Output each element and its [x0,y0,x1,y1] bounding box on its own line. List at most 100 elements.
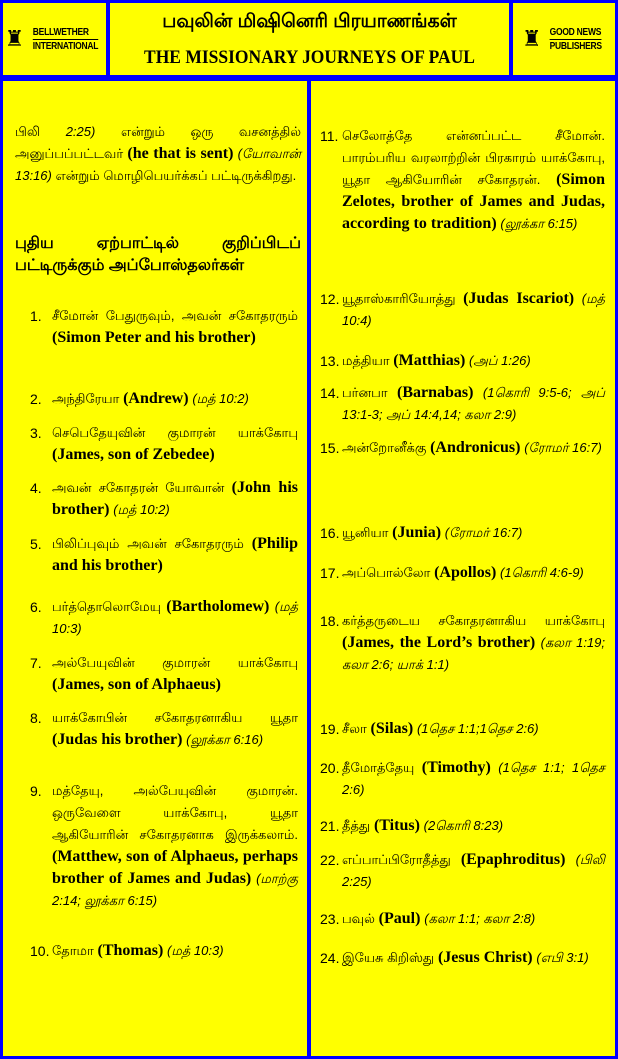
item-english: (Matthew, son of Alphaeus, perhaps broth… [52,848,298,887]
item-number: 7. [30,655,42,671]
item-reference: (மத் 10:4) [342,291,606,328]
list-item: 10. தோமா (Thomas) (மத் 10:3) [30,940,298,962]
item-tamil: பவுல் [342,911,375,926]
item-number: 16. [320,525,340,541]
item-english: (Andrew) [123,390,189,407]
right-column [311,81,615,1056]
item-reference: (1தெச 1:1; 1தெச 2:6) [342,760,606,797]
item-number: 14. [320,385,340,401]
item-english: (James, son of Zebedee) [52,446,215,463]
item-english: (Philip and his brother) [52,535,299,574]
item-number: 21. [320,818,340,834]
item-tamil: அப்பொல்லோ [342,565,431,580]
list-item: 24. இயேசு கிறிஸ்து (Jesus Christ) (எபி 3:… [320,947,605,969]
item-english: (Judas Iscariot) [463,290,575,307]
intro-paragraph: பிலி 2:25) என்றும் ஒரு வசனத்தில் அனுப்பப… [15,124,302,183]
item-english: (Thomas) [97,942,164,959]
item-english: (Jesus Christ) [437,949,533,966]
bell-tower-icon: ♜ [4,26,25,51]
item-reference: (2கொரி 8:23) [423,818,504,833]
item-tamil: மத்தியா [342,353,390,368]
item-reference: (அப் 1:26) [469,353,531,368]
item-tamil: சீமோன் பேதுருவும், அவன் சகோதரரும் [52,308,298,323]
item-reference: (மாற்கு 2:14; லூக்கா 6:15) [52,871,299,908]
title-tamil: பவுலின் மிஷினெரி பிரயாணங்கள் [162,11,457,32]
item-tamil: அல்பேயுவின் குமாரன் யாக்கோபு [52,655,298,670]
item-reference: (ரோமர் 16:7) [444,525,523,540]
item-tamil: யூனியா [342,525,389,540]
item-english: (John his brother) [52,479,298,518]
item-tamil: கர்த்தருடைய சகோதரனாகிய யாக்கோபு [342,613,605,628]
item-english: (Apollos) [434,564,497,581]
item-reference: (லூக்கா 6:15) [500,216,578,231]
item-reference: (கலா 1:19; கலா 2:6; யாக் 1:1) [342,635,606,672]
item-english: (Silas) [370,720,414,737]
item-number: 2. [30,391,42,407]
item-number: 6. [30,599,42,615]
list-item: 19. சீலா (Silas) (1தெச 1:1;1தெச 2:6) [320,718,605,740]
logo-line2: PUBLISHERS [549,40,602,52]
item-reference: (ரோமர் 16:7) [524,440,602,455]
item-tamil: தீத்து [342,818,371,833]
item-english: (Simon Zelotes, brother of James and Jud… [342,171,605,232]
title-panel: பவுலின் மிஷினெரி பிரயாணங்கள் THE MISSION… [110,3,509,75]
list-item: 5. பிலிப்புவும் அவன் சகோதரரும் (Philip an… [30,533,298,577]
item-reference: (லூக்கா 6:16) [186,732,264,747]
list-item: 9. மத்தேயு, அல்பேயுவின் குமாரன். ஒருவேளை … [30,780,298,912]
list-item: 22. எப்பாப்பிரோதீத்து (Epaphroditus) (பில… [320,849,605,893]
item-english: (Simon Peter and his brother) [52,329,256,346]
item-english: (Andronicus) [430,439,521,456]
item-tamil: அன்றோனீக்கு [342,440,427,455]
item-number: 23. [320,911,340,927]
list-item: 12. யூதாஸ்காரியோத்து (Judas Iscariot) (மத… [320,288,605,332]
list-item: 16. யூனியா (Junia) (ரோமர் 16:7) [320,522,605,544]
item-english: (Titus) [373,817,420,834]
item-number: 5. [30,536,42,552]
item-tamil: இயேசு கிறிஸ்து [342,950,435,965]
item-number: 9. [30,783,42,799]
item-reference: (1கொரி 9:5-6; அப் 13:1-3; அப் 14:4,14; க… [342,385,606,422]
item-tamil: சீலா [342,721,367,736]
item-number: 17. [320,565,340,581]
item-number: 1. [30,308,42,324]
list-item: 20. தீமோத்தேயு (Timothy) (1தெச 1:1; 1தெச … [320,757,605,801]
left-column: பிலி 2:25) என்றும் ஒரு வசனத்தில் அனுப்பப… [3,81,307,1056]
item-reference: (மத் 10:2) [192,391,249,406]
item-number: 22. [320,852,340,868]
list-item: 4. அவன் சகோதரன் யோவான் (John his brother)… [30,477,298,521]
list-item: 17. அப்பொல்லோ (Apollos) (1கொரி 4:6-9) [320,562,605,584]
item-english: (Barnabas) [397,384,474,401]
item-tamil: பர்த்தொலொமேயு [52,599,161,614]
item-reference: (1தெச 1:1;1தெச 2:6) [416,721,539,736]
item-tamil: அந்திரேயா [52,391,120,406]
item-english: (Bartholomew) [166,598,270,615]
item-english: (Judas his brother) [52,731,183,748]
item-reference: (பிலி 2:25) [342,852,605,889]
item-number: 18. [320,613,340,629]
item-tamil: செலோத்தே என்னப்பட்ட சீமோன். பாரம்பரிய வர… [342,128,605,187]
title-english: THE MISSIONARY JOURNEYS OF PAUL [144,47,475,68]
item-reference: (மத் 10:3) [52,599,298,636]
list-item: 8. யாக்கோபின் சகோதரனாகிய யூதா (Judas his … [30,707,298,751]
list-item: 15. அன்றோனீக்கு (Andronicus) (ரோமர் 16:7) [320,437,605,459]
item-tamil: மத்தேயு, அல்பேயுவின் குமாரன். ஒருவேளை யா… [52,783,298,842]
item-number: 3. [30,425,42,441]
item-tamil: யாக்கோபின் சகோதரனாகிய யூதா [52,710,298,725]
list-item: 6. பர்த்தொலொமேயு (Bartholomew) (மத் 10:3) [30,596,298,640]
item-number: 24. [320,950,340,966]
list-item: 7. அல்பேயுவின் குமாரன் யாக்கோபு (James, s… [30,652,298,696]
item-tamil: எப்பாப்பிரோதீத்து [342,852,451,867]
item-tamil: தோமா [52,943,94,958]
item-english: (James, the Lord’s brother) [342,634,536,651]
item-reference: (மத் 10:2) [113,502,170,517]
list-item: 23. பவுல் (Paul) (கலா 1:1; கலா 2:8) [320,908,605,930]
bellwether-logo: ♜ BELLWETHER INTERNATIONAL [3,3,106,75]
item-english: (Paul) [378,910,421,927]
item-reference: (எபி 3:1) [536,950,589,965]
logo-line1: BELLWETHER [33,26,99,40]
item-english: (Junia) [392,524,442,541]
list-item: 2. அந்திரேயா (Andrew) (மத் 10:2) [30,388,298,410]
item-english: (Matthias) [393,352,466,369]
list-item: 3. செபெதேயுவின் குமாரன் யாக்கோபு (James, … [30,422,298,466]
list-item: 11. செலோத்தே என்னப்பட்ட சீமோன். பாரம்பரிய… [320,125,605,235]
